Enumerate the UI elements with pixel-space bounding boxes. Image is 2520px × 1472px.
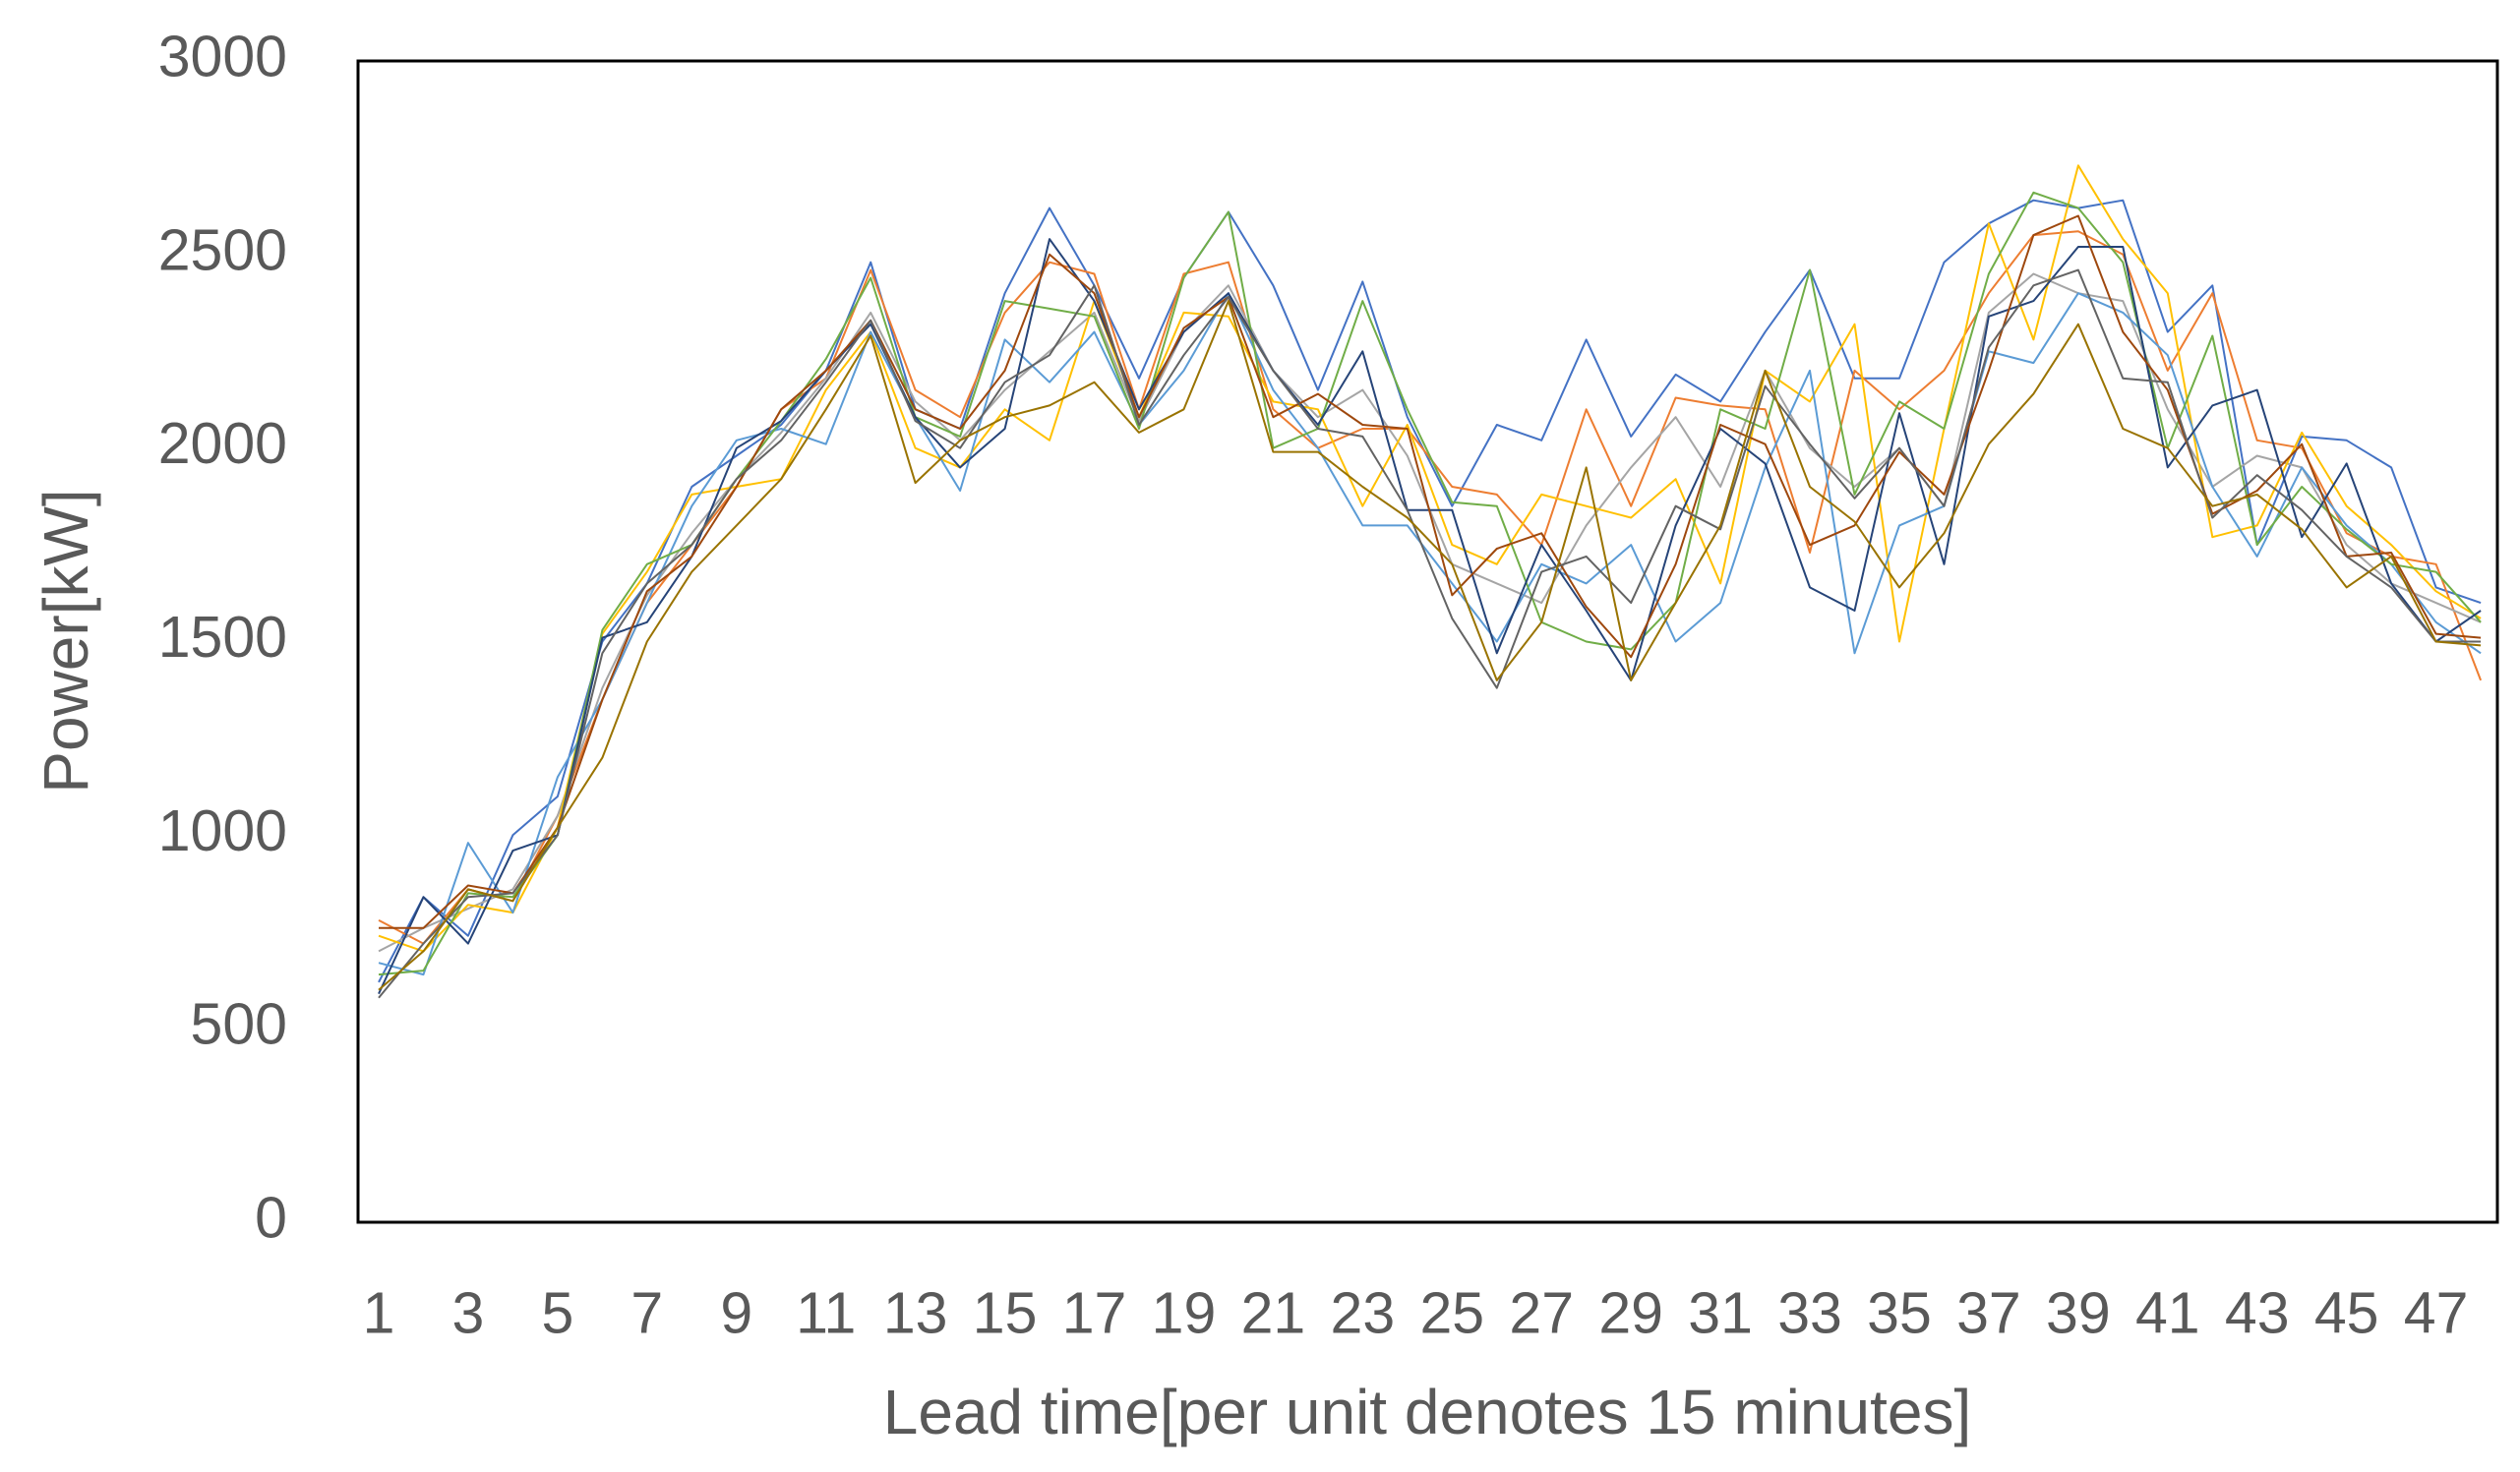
x-tick-label: 47 [2404,1281,2469,1346]
x-tick-label: 39 [2046,1281,2111,1346]
x-tick-label: 31 [1688,1281,1753,1346]
y-tick-label: 2500 [158,217,287,282]
y-tick-label: 3000 [158,25,287,89]
x-tick-label: 33 [1777,1281,1842,1346]
x-tick-label: 7 [630,1281,663,1346]
series-line [378,272,2482,953]
x-tick-label: 21 [1241,1281,1306,1346]
x-tick-label: 27 [1509,1281,1574,1346]
x-tick-label: 19 [1152,1281,1217,1346]
y-tick-label: 500 [191,992,287,1057]
series-line [378,199,2482,983]
plot-border [356,59,2499,1224]
x-tick-label: 45 [2314,1281,2379,1346]
series-line [378,230,2483,945]
x-tick-label: 41 [2135,1281,2200,1346]
x-tick-label: 11 [796,1281,856,1346]
x-tick-label: 43 [2225,1281,2290,1346]
x-tick-label: 29 [1598,1281,1663,1346]
series-line [379,214,2482,929]
series-line [378,268,2482,999]
y-axis-title: Power[kW] [30,489,101,793]
series-line [378,191,2482,976]
x-tick-label: 5 [541,1281,573,1346]
x-tick-label: 15 [973,1281,1038,1346]
x-tick-label: 17 [1062,1281,1127,1346]
x-tick-label: 3 [452,1281,485,1346]
y-tick-label: 1500 [158,605,287,670]
x-tick-label: 35 [1867,1281,1932,1346]
y-tick-label: 2000 [158,411,287,476]
x-axis-title: Lead time[per unit denotes 15 minutes] [883,1377,1971,1447]
y-tick-label: 0 [255,1186,287,1251]
series-line [378,164,2482,953]
x-tick-label: 13 [883,1281,948,1346]
x-tick-label: 25 [1419,1281,1484,1346]
y-tick-label: 1000 [158,798,287,863]
x-tick-label: 37 [1956,1281,2021,1346]
series-line [378,292,2482,976]
x-tick-label: 1 [363,1281,395,1346]
x-tick-label: 23 [1331,1281,1396,1346]
x-tick-label: 9 [720,1281,752,1346]
series-line [378,300,2482,991]
